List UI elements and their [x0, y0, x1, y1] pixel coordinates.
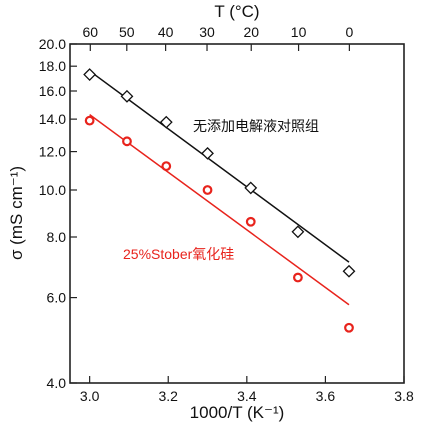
- fit-line-control: [89, 70, 350, 263]
- plot-frame: [69, 43, 405, 384]
- data-point-control: [159, 115, 173, 129]
- fit-line-stober: [89, 114, 350, 306]
- y-tick-label: 12.0: [39, 144, 66, 160]
- data-point-control: [120, 89, 134, 103]
- data-point-control: [244, 181, 258, 195]
- y-tick-label: 4.0: [47, 375, 67, 391]
- top-tick-label: 10: [291, 24, 307, 40]
- data-points-group: [83, 68, 356, 333]
- x-tick-label: 3.8: [394, 388, 414, 404]
- y-tick-label: 14.0: [39, 111, 66, 127]
- top-axis-title: T (°C): [214, 2, 259, 21]
- top-tick-label: 20: [243, 24, 259, 40]
- y-tick-label: 10.0: [39, 182, 66, 198]
- data-point-control: [342, 264, 356, 278]
- data-point-stober: [122, 136, 132, 147]
- top-tick-label: 40: [158, 24, 174, 40]
- data-point-stober: [344, 322, 354, 333]
- ticks-group: 3.0 3.2 3.4 3.6 3.8 60 50 40 30 20 10 0 4.0 6.0 8.0 10.…: [39, 24, 414, 404]
- data-point-control: [291, 225, 305, 239]
- y-tick-label: 18.0: [39, 58, 66, 74]
- y-tick-label: 6.0: [47, 290, 67, 306]
- top-tick-label: 50: [119, 24, 135, 40]
- top-tick-label: 60: [83, 24, 99, 40]
- top-tick-label: 30: [199, 24, 215, 40]
- x-tick-label: 3.6: [316, 388, 336, 404]
- series-label-control: 无添加电解液对照组: [193, 118, 319, 134]
- x-tick-label: 3.4: [237, 388, 257, 404]
- data-point-stober: [245, 216, 256, 227]
- x-tick-label: 3.0: [80, 388, 100, 404]
- series-label-stober: 25%Stober氧化硅: [123, 246, 234, 262]
- data-point-stober: [293, 272, 303, 283]
- y-tick-label: 16.0: [39, 83, 66, 99]
- data-point-stober: [202, 185, 213, 195]
- data-point-control: [83, 68, 97, 81]
- y-tick-label: 8.0: [47, 229, 67, 245]
- data-point-stober: [84, 115, 95, 126]
- top-tick-label: 0: [345, 24, 353, 40]
- y-axis-title: σ (mS cm⁻¹): [7, 166, 26, 260]
- y-tick-label: 20.0: [39, 36, 66, 52]
- fit-lines-group: [89, 70, 350, 306]
- x-axis-title: 1000/T (K⁻¹): [190, 403, 285, 422]
- data-point-stober: [161, 161, 172, 172]
- x-tick-label: 3.2: [159, 388, 179, 404]
- data-point-control: [201, 146, 214, 160]
